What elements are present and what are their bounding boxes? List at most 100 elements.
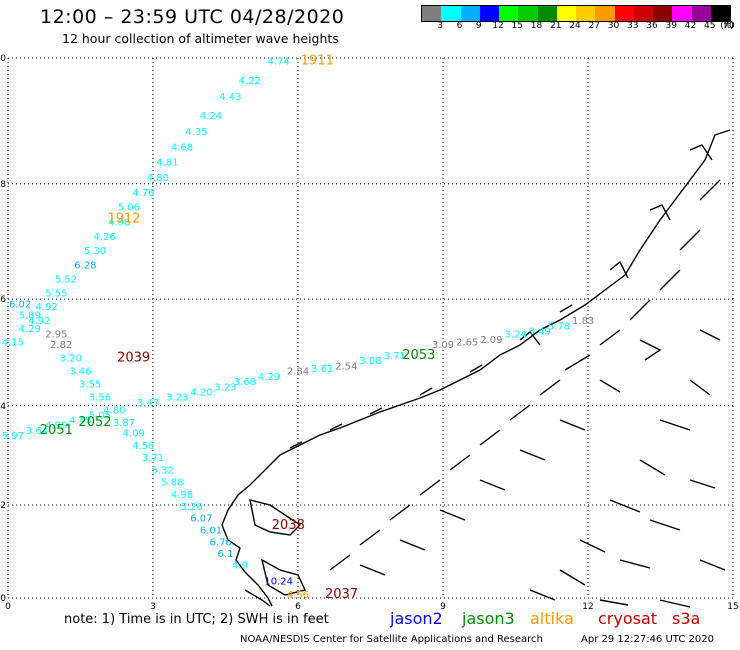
lon-tick-label: 6 (295, 602, 301, 612)
wave-height-value: 3.87 (113, 418, 135, 429)
wave-height-value: 5.30 (84, 246, 106, 257)
color-scale-label: 15 (511, 21, 523, 31)
wave-height-value: 4.24 (200, 111, 222, 122)
color-scale-cell (576, 6, 596, 21)
wave-height-value: 10.24 (264, 576, 293, 587)
wave-height-value: 3.46 (69, 367, 91, 378)
footer: NOAA/NESDIS Center for Satellite Applica… (240, 634, 714, 645)
pass-number-label: 2037 (325, 587, 358, 602)
wave-height-value: 4.26 (94, 232, 116, 243)
wave-height-value: 3.64 (26, 426, 48, 437)
wave-height-value: 4.92 (36, 302, 58, 313)
color-scale-cell (633, 6, 653, 21)
color-scale-label: 18 (530, 21, 543, 31)
wave-height-value: 4.45 (69, 416, 91, 427)
wave-height-values: 4.74 4.22 4.43 4.24 4.35 4.68 4.81 4.80 4.76 5.06… (2, 57, 595, 601)
legend-entry: cryosat (598, 609, 658, 628)
color-scale-label: 42 (684, 21, 697, 31)
wave-height-value: 4.43 (219, 92, 241, 103)
color-scale-labels: 3 6 9 12 15 18 21 24 27 30 33 36 39 42 45 70 (ft) (421, 21, 734, 33)
lon-tick-label: 12 (582, 602, 593, 612)
wave-height-value: 5.78 (548, 321, 570, 332)
pass-number-label: 2038 (272, 518, 305, 533)
credit-text: NOAA/NESDIS Center for Satellite Applica… (240, 634, 543, 645)
wave-height-value: 4.81 (156, 158, 178, 169)
wave-height-value: 4.29 (258, 372, 280, 383)
wave-height-value: 4.20 (190, 387, 212, 398)
wave-height-value: 4.68 (171, 142, 193, 153)
pass-number-label: 2051 (40, 423, 73, 438)
wave-height-value: 2.95 (45, 329, 67, 340)
color-scale-cell (614, 6, 634, 21)
wave-height-value: 5.52 (55, 274, 77, 285)
wave-height-value: 1.83 (572, 316, 594, 327)
wave-height-value: 4.92 (28, 316, 50, 327)
color-scale-label: 45 (704, 21, 716, 31)
wave-height-value: 4.98 (108, 217, 130, 228)
color-scale-cell (537, 6, 557, 21)
color-scale-label: 9 (475, 21, 482, 31)
legend-entry: jason3 (462, 609, 515, 628)
page-title: 12:00 – 23:59 UTC 04/28/2020 (40, 6, 345, 28)
wave-height-value: 6.28 (74, 260, 96, 271)
wave-height-value: 5.55 (45, 288, 67, 299)
wave-height-value: 4.98 (171, 490, 193, 501)
wave-height-value: 5.26 (181, 502, 203, 513)
coastline (221, 129, 731, 608)
color-scale-label: 21 (550, 21, 562, 31)
color-scale-label: 39 (665, 21, 677, 31)
axis-ticks: 0 3 6 9 12 15 60 62 64 66 68 70 (0, 54, 739, 612)
legend-entry: altika (530, 609, 574, 628)
color-scale-cell (556, 6, 576, 21)
wave-height-value: 5.05 (89, 411, 111, 422)
color-scale-bar (421, 5, 731, 22)
wave-height-value: 4.9 (232, 560, 248, 571)
wave-height-value: 3.49 (529, 327, 551, 338)
lon-tick-label: 15 (727, 602, 738, 612)
color-scale-cell (691, 6, 711, 21)
wave-height-value: 6.1 (218, 549, 234, 560)
wave-height-value: 2.54 (335, 361, 357, 372)
wave-height-value: 4.99 (45, 421, 67, 432)
wave-height-value: 2.84 (287, 367, 309, 378)
color-scale-cell (441, 6, 461, 21)
color-scale-label: 30 (607, 21, 620, 31)
color-scale-cell (710, 6, 730, 21)
wave-height-value: 5.89 (19, 310, 41, 321)
lat-tick-label: 66 (0, 295, 6, 305)
color-scale-label: 3 (437, 21, 444, 31)
graticule (7, 57, 734, 599)
legend-entry: s3a (672, 609, 701, 628)
wave-height-value: 3.61 (311, 364, 333, 375)
lat-tick-label: 60 (0, 594, 6, 604)
color-scale-label: 33 (627, 21, 639, 31)
page-subtitle: 12 hour collection of altimeter wave hei… (62, 31, 339, 46)
wave-height-value: 2.82 (50, 340, 72, 351)
wave-height-value: 5.32 (152, 466, 174, 477)
wave-height-value: 4.56 (132, 441, 154, 452)
wave-height-value: 4.56 (287, 590, 309, 601)
pass-number-label: 1912 (107, 211, 140, 226)
timestamp-text: Apr 29 12:27:46 UTC 2020 (581, 634, 714, 645)
color-scale-label: 24 (569, 21, 581, 31)
color-scale-label: 70 (723, 21, 735, 31)
color-scale-cell (518, 6, 538, 21)
wave-height-value: 4.80 (103, 405, 125, 416)
wave-height-value: 3.68 (234, 377, 256, 388)
wave-height-value: 3.47 (137, 398, 159, 409)
wave-height-value: 6.76 (210, 537, 232, 548)
lat-tick-label: 70 (0, 54, 6, 64)
lat-tick-label: 68 (0, 180, 6, 190)
pass-labels: 1911 1912 2039 2052 2051 2053 2038 2037 (40, 54, 436, 602)
color-scale-label: 36 (646, 21, 658, 31)
lon-tick-label: 9 (440, 602, 446, 612)
color-scale-cell (653, 6, 673, 21)
wave-height-value: 3.71 (142, 453, 164, 464)
color-scale-label: 12 (492, 21, 504, 31)
wave-height-value: 4.80 (147, 173, 169, 184)
pass-number-label: 1911 (301, 54, 334, 69)
wave-height-value: 2.65 (456, 337, 478, 348)
wave-height-value: 5.88 (161, 478, 183, 489)
wave-height-value: 3.56 (89, 393, 111, 404)
